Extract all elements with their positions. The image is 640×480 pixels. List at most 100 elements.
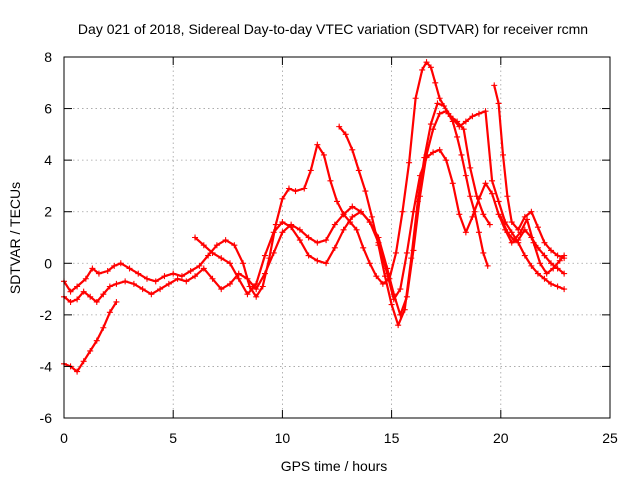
data-point [279, 219, 286, 226]
data-point [336, 123, 343, 130]
data-point [272, 221, 279, 228]
data-point [561, 286, 568, 293]
y-tick-label: 4 [44, 152, 52, 168]
data-point [517, 229, 524, 236]
data-point [414, 198, 421, 205]
data-point [449, 180, 456, 187]
data-point [462, 172, 469, 179]
data-point [104, 268, 111, 275]
data-point [174, 275, 181, 282]
data-point [113, 298, 120, 305]
series-track-7 [497, 213, 568, 277]
data-point [334, 198, 340, 205]
data-point [504, 193, 511, 200]
data-point [87, 347, 94, 354]
data-point [360, 244, 367, 251]
data-point [218, 286, 225, 293]
data-point [231, 242, 238, 249]
data-point [349, 203, 356, 210]
data-point [482, 180, 489, 187]
data-point [327, 177, 334, 184]
data-point [218, 255, 225, 262]
data-point [548, 247, 555, 254]
data-point [305, 234, 312, 241]
data-point [87, 293, 94, 300]
data-point [475, 110, 482, 117]
plot-frame [63, 56, 611, 419]
data-point [434, 100, 441, 107]
data-point [152, 278, 159, 285]
data-point [462, 118, 469, 125]
data-point [270, 249, 277, 256]
data-point [135, 270, 142, 277]
data-point [486, 221, 493, 228]
x-tick-label: 25 [602, 430, 618, 446]
data-point [432, 79, 439, 86]
data-point [469, 113, 476, 120]
data-point [528, 208, 535, 215]
data-point [410, 208, 417, 215]
data-point [362, 188, 369, 195]
data-point [454, 118, 461, 125]
data-point [340, 211, 347, 218]
data-point [244, 275, 251, 282]
series-track-6 [491, 82, 568, 262]
data-point [93, 298, 100, 305]
data-point [226, 280, 233, 287]
data-point [209, 275, 216, 282]
data-point [130, 280, 137, 287]
data-point [436, 95, 443, 102]
data-point [89, 265, 96, 272]
y-tick-label: 0 [44, 255, 52, 271]
data-point [279, 229, 286, 236]
data-point [392, 249, 399, 256]
data-point [403, 249, 410, 256]
data-point [368, 213, 375, 220]
data-point [353, 226, 360, 233]
data-point [528, 262, 535, 269]
data-point [401, 306, 408, 313]
data-point [240, 260, 247, 267]
data-point [375, 242, 382, 249]
y-tick-label: -6 [40, 410, 53, 426]
data-point [548, 260, 555, 267]
data-point [100, 291, 107, 298]
data-point [504, 229, 511, 236]
data-point [561, 252, 568, 259]
data-point [480, 249, 487, 256]
data-point [408, 255, 415, 262]
data-point [489, 177, 496, 184]
data-point [161, 273, 168, 280]
data-point [307, 167, 314, 174]
data-point [305, 252, 312, 259]
data-point [412, 95, 419, 102]
data-point [543, 270, 550, 277]
series-track-5 [336, 100, 493, 329]
data-point [406, 159, 413, 166]
data-point [537, 260, 544, 267]
data-point [482, 108, 489, 115]
data-point [550, 265, 557, 272]
data-point [462, 229, 469, 236]
data-point [213, 242, 220, 249]
grid [64, 57, 610, 418]
data-point [390, 296, 397, 303]
series-line [338, 102, 491, 327]
data-point [473, 193, 480, 200]
data-point [95, 270, 102, 277]
data-point [222, 237, 229, 244]
data-point [366, 260, 373, 267]
data-point [111, 262, 118, 269]
y-tick-label: -2 [40, 307, 53, 323]
data-point [534, 270, 541, 277]
data-point [192, 273, 199, 280]
data-point [495, 100, 502, 107]
data-point [285, 185, 292, 192]
data-point [379, 280, 386, 287]
data-point [340, 226, 347, 233]
data-point [521, 252, 528, 259]
data-point [292, 188, 299, 195]
data-point [253, 293, 260, 300]
data-point [196, 262, 203, 269]
data-point [421, 154, 428, 161]
